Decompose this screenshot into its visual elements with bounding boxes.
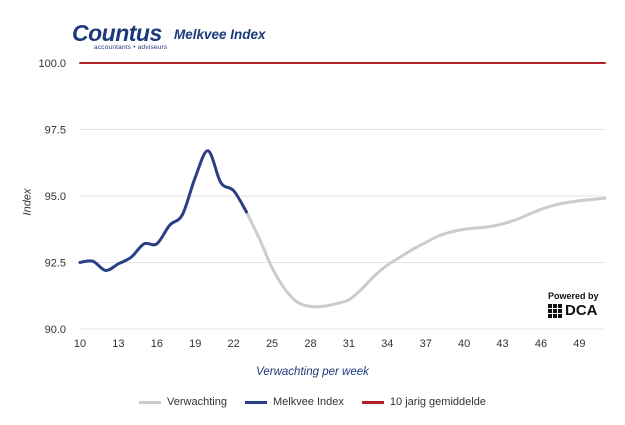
x-tick-label: 10: [74, 338, 86, 350]
brand-name: Countus: [72, 20, 162, 46]
series-line-verwachting: [244, 196, 607, 309]
powered-by-logo: Powered by DCA: [548, 291, 599, 319]
y-tick-label: 100.0: [38, 58, 66, 70]
x-tick-label: 46: [535, 338, 547, 350]
x-tick-label: 34: [381, 338, 393, 350]
x-tick-label: 19: [189, 338, 201, 350]
x-tick-labels: 10 13 16 19 22 25 28 31 34 37 40 43 46 49: [74, 338, 586, 350]
x-tick-label: 28: [304, 338, 316, 350]
x-tick-label: 25: [266, 338, 278, 350]
x-tick-label: 49: [573, 338, 585, 350]
legend-item-melkvee-index[interactable]: Melkvee Index: [244, 396, 344, 408]
legend-item-verwachting[interactable]: Verwachting: [139, 396, 227, 408]
x-tick-label: 16: [151, 338, 163, 350]
dca-grid-icon: [548, 303, 562, 318]
legend-label-10-jarig-gemiddelde: 10 jarig gemiddelde: [389, 396, 486, 408]
x-tick-label: 31: [343, 338, 355, 350]
brand-logo: Countus accountants • adviseurs: [72, 20, 168, 52]
legend-swatch-verwachting: [139, 400, 162, 404]
chart-title: Melkvee Index: [174, 27, 266, 42]
legend-swatch-melkvee-index: [244, 400, 267, 404]
y-tick-label: 92.5: [45, 258, 66, 270]
x-tick-label: 13: [112, 338, 124, 350]
legend: Verwachting Melkvee Index 10 jarig gemid…: [0, 396, 625, 408]
brand-tagline: accountants • adviseurs: [94, 44, 168, 51]
x-axis-label: Verwachting per week: [256, 366, 369, 378]
legend-label-verwachting: Verwachting: [167, 396, 227, 408]
series-line-melkvee-index: [78, 149, 248, 272]
x-tick-label: 40: [458, 338, 470, 350]
legend-label-melkvee-index: Melkvee Index: [272, 396, 344, 408]
series-lines: [78, 62, 607, 309]
powered-by-name: DCA: [565, 302, 598, 319]
legend-swatch-10-jarig-gemiddelde: [361, 400, 384, 404]
grid-lines: [80, 62, 605, 330]
legend-item-10-jarig-gemiddelde[interactable]: 10 jarig gemiddelde: [361, 396, 486, 408]
y-tick-labels: 90.0 92.5 95.0 97.5 100.0: [38, 58, 66, 336]
powered-by-label: Powered by: [548, 291, 599, 301]
x-tick-label: 43: [496, 338, 508, 350]
x-tick-label: 22: [228, 338, 240, 350]
y-tick-label: 90.0: [45, 324, 66, 336]
y-axis-label: Index: [21, 188, 34, 216]
y-tick-label: 97.5: [45, 125, 66, 137]
y-tick-label: 95.0: [45, 191, 66, 203]
x-tick-label: 37: [420, 338, 432, 350]
